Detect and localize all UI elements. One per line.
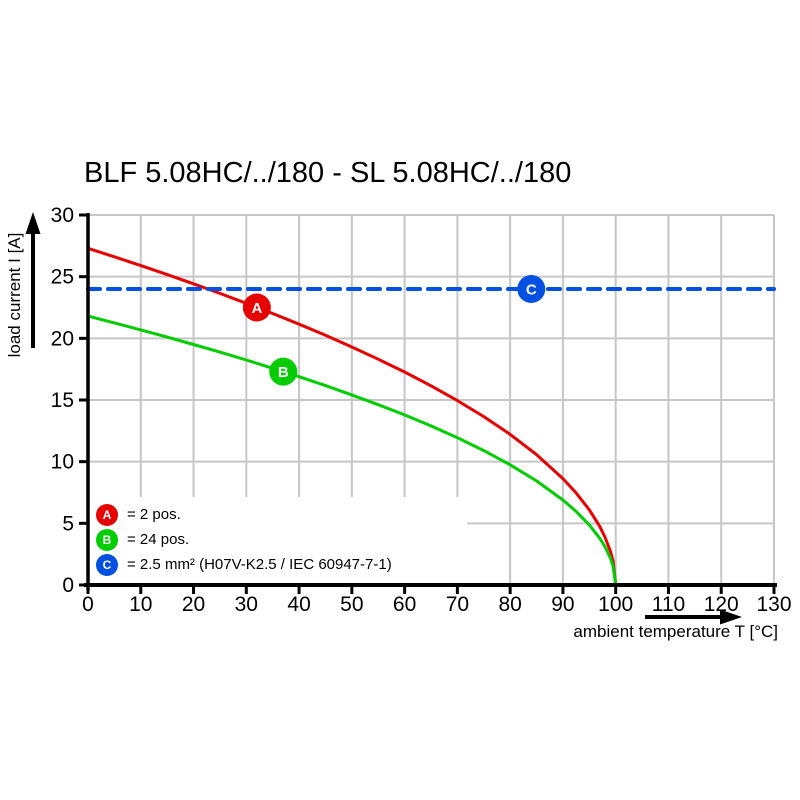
y-tick-label: 25 bbox=[51, 266, 74, 289]
legend-marker-a: A bbox=[96, 503, 118, 526]
legend-backdrop bbox=[88, 497, 467, 583]
x-tick-label: 60 bbox=[393, 593, 416, 616]
y-tick-label: 5 bbox=[62, 512, 74, 535]
legend-label-a: = 2 pos. bbox=[127, 506, 181, 523]
legend: A = 2 pos. B = 24 pos. C = 2.5 mm² (H07V… bbox=[96, 502, 392, 577]
x-tick-label: 80 bbox=[498, 593, 521, 616]
x-tick-label: 40 bbox=[287, 593, 310, 616]
legend-label-c: = 2.5 mm² (H07V-K2.5 / IEC 60947-7-1) bbox=[127, 556, 392, 573]
x-tick-label: 0 bbox=[82, 593, 94, 616]
x-tick-label: 100 bbox=[598, 593, 633, 616]
legend-item-a: A = 2 pos. bbox=[96, 502, 392, 527]
x-tick-label: 110 bbox=[652, 593, 685, 616]
series-curve-b bbox=[86, 314, 618, 587]
curve-marker-letter-b: B bbox=[278, 364, 289, 381]
curve-marker-a bbox=[242, 293, 271, 322]
legend-marker-b: B bbox=[96, 528, 118, 551]
series-curve-a bbox=[86, 246, 618, 587]
x-tick-label: 20 bbox=[182, 593, 205, 616]
x-tick-label: 120 bbox=[704, 593, 739, 616]
arrow-right-icon bbox=[720, 609, 742, 625]
curve-marker-letter-c: C bbox=[526, 282, 537, 299]
x-tick-label: 90 bbox=[551, 593, 574, 616]
x-tick-label: 50 bbox=[340, 593, 363, 616]
arrow-up-icon bbox=[25, 212, 41, 234]
x-tick-label: 70 bbox=[446, 593, 469, 616]
x-tick-label: 130 bbox=[756, 593, 791, 616]
y-tick-label: 20 bbox=[51, 327, 74, 350]
x-tick-label: 10 bbox=[129, 593, 152, 616]
y-axis-label: load current I [A] bbox=[5, 232, 24, 358]
legend-item-b: B = 24 pos. bbox=[96, 527, 392, 552]
legend-marker-c: C bbox=[96, 553, 118, 576]
curve-marker-b bbox=[269, 357, 298, 386]
curve-marker-letter-a: A bbox=[251, 300, 262, 317]
chart-title: BLF 5.08HC/../180 - SL 5.08HC/../180 bbox=[84, 157, 572, 189]
legend-label-b: = 24 pos. bbox=[127, 531, 190, 548]
x-tick-label: 30 bbox=[235, 593, 258, 616]
y-tick-label: 30 bbox=[51, 204, 74, 227]
y-tick-label: 0 bbox=[62, 574, 74, 597]
curve-marker-c bbox=[517, 275, 546, 303]
y-tick-label: 10 bbox=[51, 451, 74, 474]
y-tick-label: 15 bbox=[51, 389, 74, 412]
legend-item-c: C = 2.5 mm² (H07V-K2.5 / IEC 60947-7-1) bbox=[96, 552, 392, 577]
x-axis-label: ambient temperature T [°C] bbox=[573, 622, 778, 641]
